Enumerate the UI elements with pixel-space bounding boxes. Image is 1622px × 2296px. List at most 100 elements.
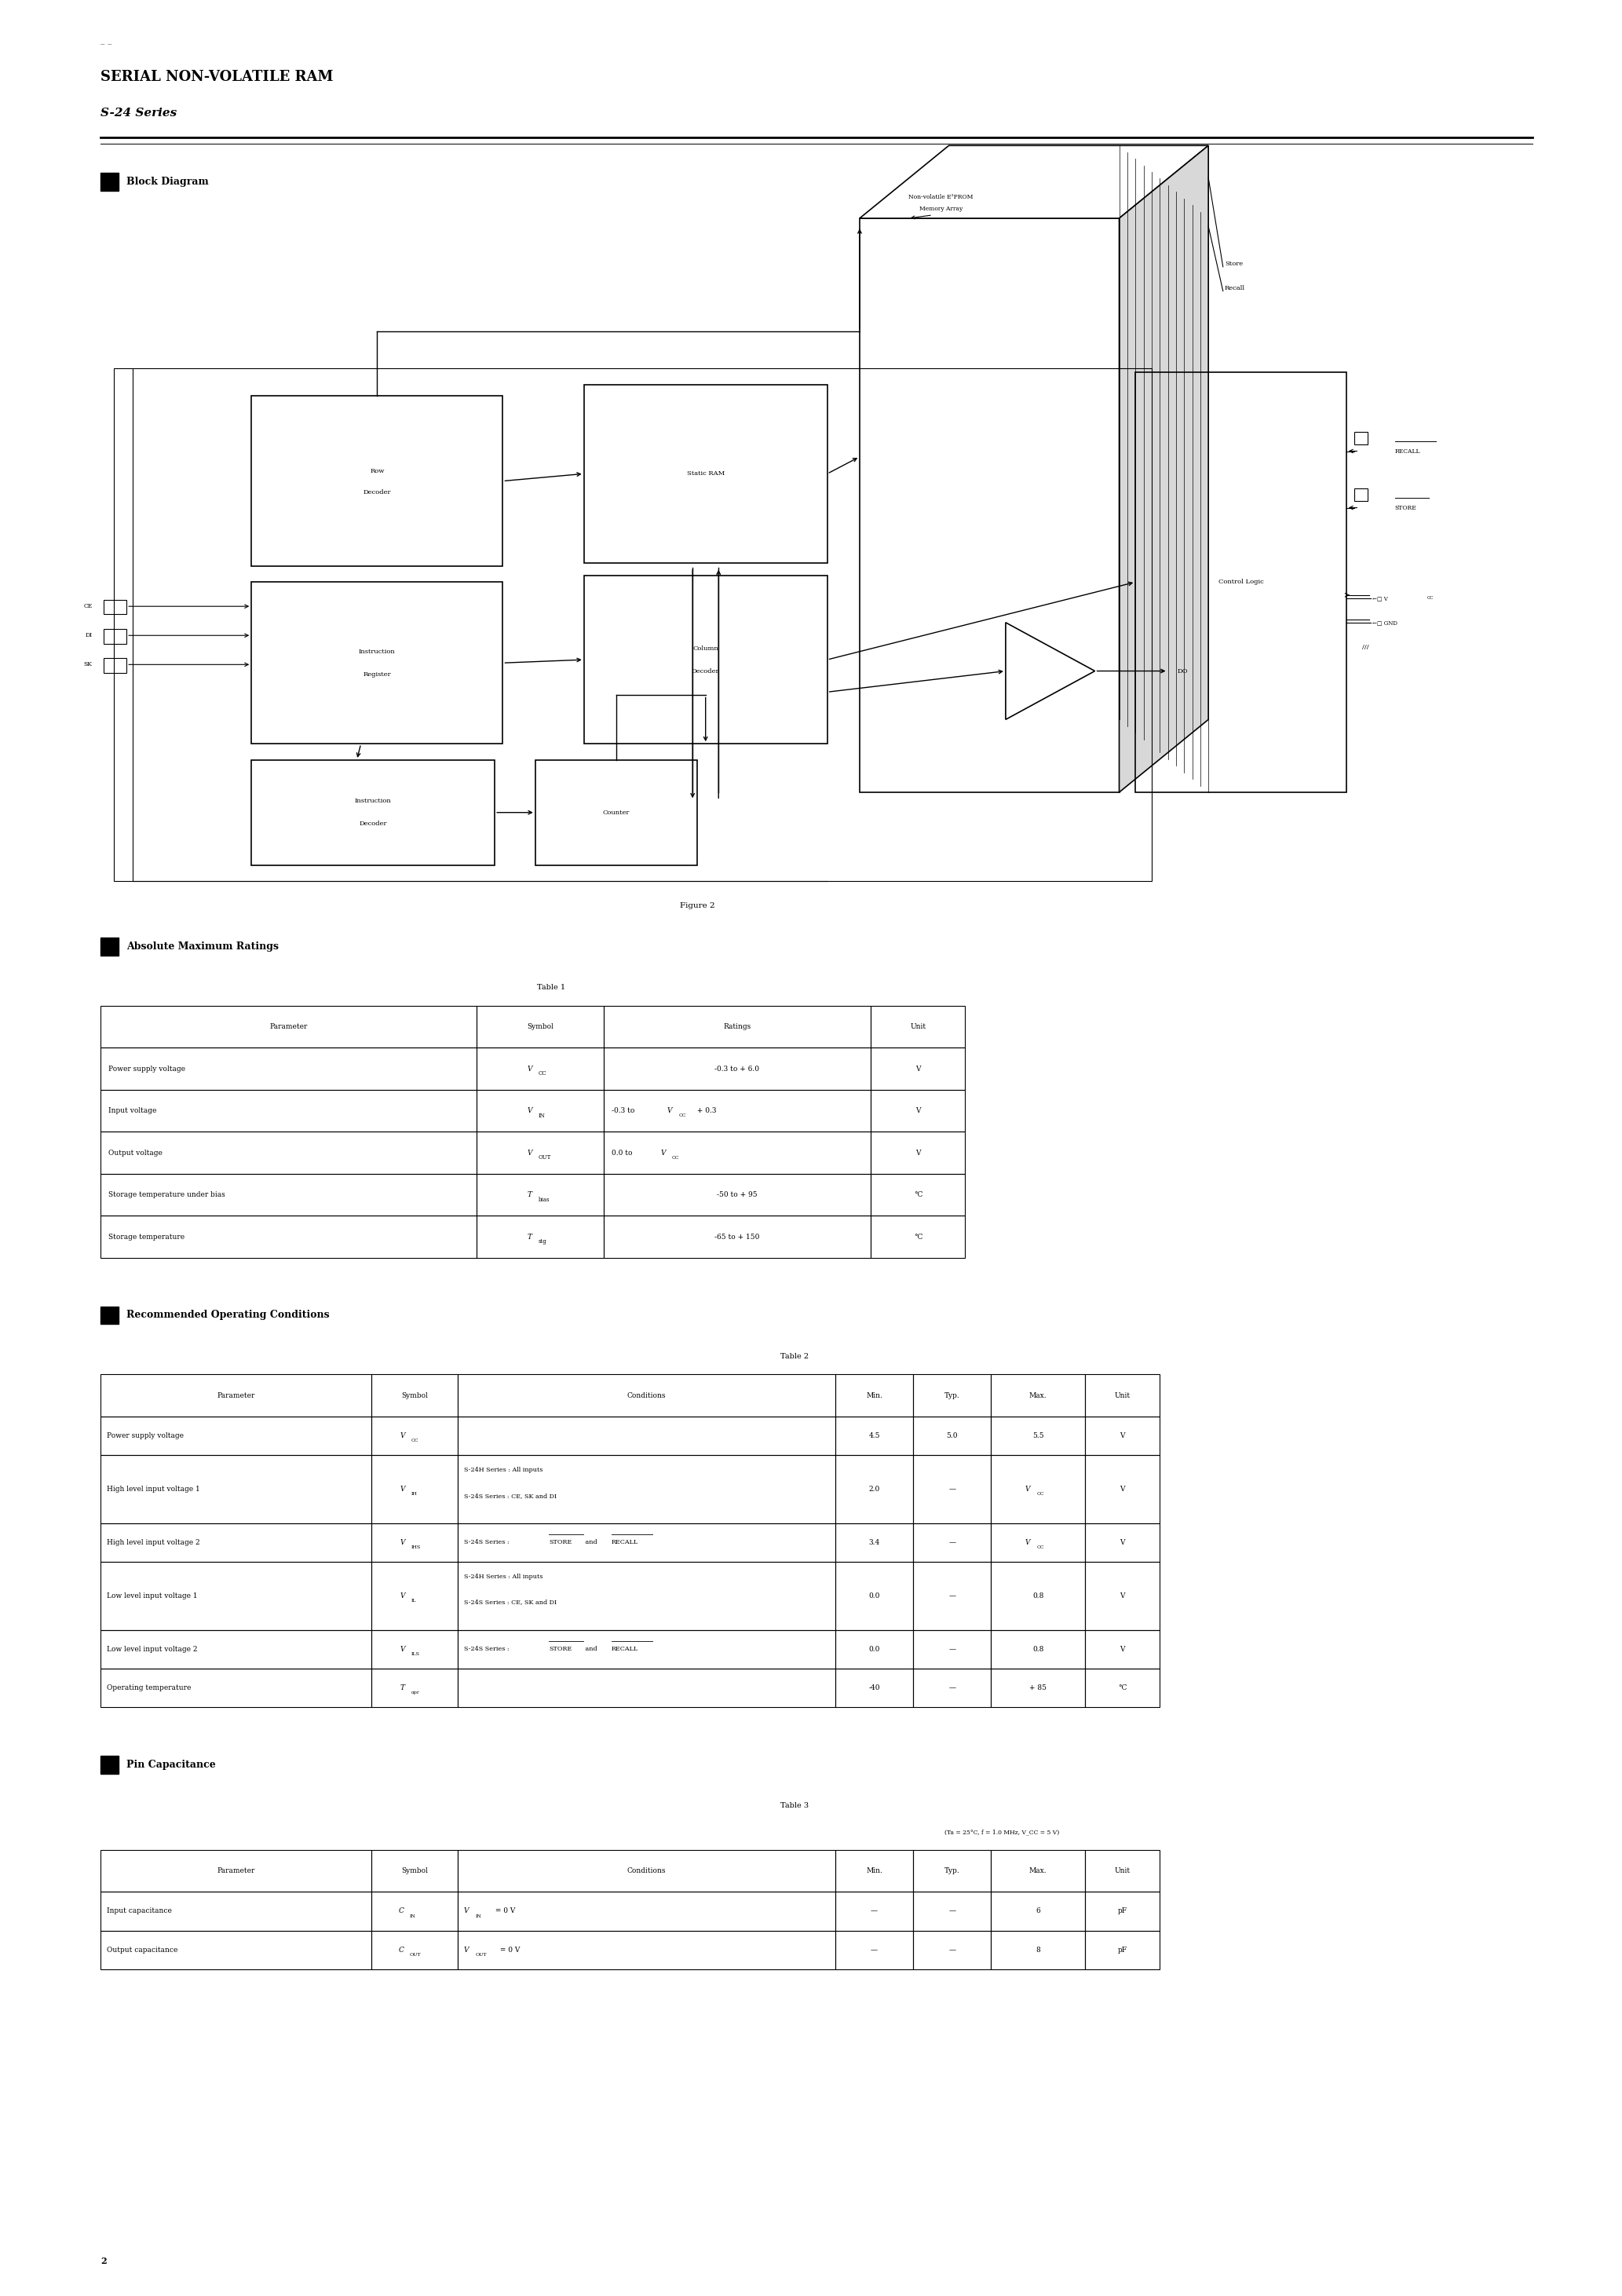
Text: Figure 2: Figure 2 <box>680 902 715 909</box>
Bar <box>101 1132 477 1173</box>
Text: OUT: OUT <box>409 1954 422 1956</box>
Text: STORE: STORE <box>548 1538 573 1545</box>
Text: and: and <box>584 1646 599 1653</box>
Bar <box>477 1217 603 1258</box>
Text: Max.: Max. <box>1030 1867 1046 1874</box>
Text: Decoder: Decoder <box>358 820 388 827</box>
Text: and: and <box>584 1538 599 1545</box>
Bar <box>101 1892 371 1931</box>
Bar <box>603 1006 871 1047</box>
Bar <box>913 1522 991 1561</box>
Text: OUT: OUT <box>475 1954 487 1956</box>
Text: Row: Row <box>370 468 384 475</box>
Bar <box>835 1456 913 1522</box>
Bar <box>913 1375 991 1417</box>
Bar <box>457 1931 835 1970</box>
Bar <box>101 1006 477 1047</box>
Bar <box>371 1669 457 1708</box>
Text: STORE: STORE <box>1395 505 1416 510</box>
Text: = 0 V: = 0 V <box>498 1947 521 1954</box>
Bar <box>913 1669 991 1708</box>
Text: IN: IN <box>409 1915 415 1917</box>
Text: Conditions: Conditions <box>628 1867 665 1874</box>
Bar <box>101 1630 371 1669</box>
Text: S-24S Series :: S-24S Series : <box>464 1646 511 1653</box>
Text: Input voltage: Input voltage <box>109 1107 157 1114</box>
Text: Typ.: Typ. <box>944 1867 960 1874</box>
Text: -40: -40 <box>868 1685 881 1692</box>
Bar <box>1085 1522 1160 1561</box>
Bar <box>457 1892 835 1931</box>
Text: Static RAM: Static RAM <box>686 471 725 478</box>
Text: Table 2: Table 2 <box>780 1352 809 1359</box>
Text: S-24S Series : CE, SK and DI: S-24S Series : CE, SK and DI <box>464 1492 556 1499</box>
Text: Power supply voltage: Power supply voltage <box>109 1065 185 1072</box>
Bar <box>371 1892 457 1931</box>
Text: Recommended Operating Conditions: Recommended Operating Conditions <box>127 1311 329 1320</box>
Text: CC: CC <box>1036 1492 1045 1497</box>
Text: Unit: Unit <box>910 1024 926 1031</box>
Bar <box>101 1561 371 1630</box>
Bar <box>913 1851 991 1892</box>
Bar <box>1085 1456 1160 1522</box>
Text: CE: CE <box>84 604 92 608</box>
Bar <box>835 1630 913 1669</box>
Text: DO: DO <box>1178 668 1189 675</box>
Bar <box>991 1417 1085 1456</box>
Text: RECALL: RECALL <box>611 1646 639 1653</box>
Bar <box>835 1375 913 1417</box>
Bar <box>101 1931 371 1970</box>
Text: Control Logic: Control Logic <box>1218 579 1264 585</box>
Text: Output capacitance: Output capacitance <box>107 1947 178 1954</box>
Bar <box>101 172 118 191</box>
Text: V: V <box>660 1150 665 1157</box>
Text: IN: IN <box>539 1114 545 1118</box>
Bar <box>101 1173 477 1217</box>
Text: Max.: Max. <box>1030 1391 1046 1398</box>
Bar <box>371 1522 457 1561</box>
Text: V: V <box>1119 1538 1126 1545</box>
Bar <box>101 1375 371 1417</box>
Bar <box>584 386 827 563</box>
Text: —: — <box>949 1908 955 1915</box>
Text: Unit: Unit <box>1114 1867 1131 1874</box>
Bar <box>101 1669 371 1708</box>
Text: Low level input voltage 2: Low level input voltage 2 <box>107 1646 198 1653</box>
Text: V: V <box>399 1433 406 1440</box>
Bar <box>251 397 503 565</box>
Bar <box>1354 432 1367 445</box>
Bar <box>477 1006 603 1047</box>
Bar <box>913 1417 991 1456</box>
Text: V: V <box>1119 1593 1126 1600</box>
Bar <box>871 1217 965 1258</box>
Bar <box>457 1522 835 1561</box>
Bar <box>457 1417 835 1456</box>
Text: V: V <box>399 1538 406 1545</box>
Bar <box>871 1047 965 1091</box>
Text: Low level input voltage 1: Low level input voltage 1 <box>107 1593 198 1600</box>
Bar <box>1085 1669 1160 1708</box>
Bar <box>477 1091 603 1132</box>
Text: T: T <box>527 1192 532 1199</box>
Bar <box>101 1851 371 1892</box>
Text: Operating temperature: Operating temperature <box>107 1685 191 1692</box>
Text: S-24 Series: S-24 Series <box>101 108 177 119</box>
Text: 6: 6 <box>1036 1908 1040 1915</box>
Bar <box>991 1375 1085 1417</box>
Text: T: T <box>399 1685 404 1692</box>
Bar <box>457 1630 835 1669</box>
Text: OUT: OUT <box>539 1155 551 1162</box>
Bar <box>871 1091 965 1132</box>
Text: T: T <box>527 1233 532 1240</box>
Text: Memory Array: Memory Array <box>920 204 962 211</box>
Text: Input capacitance: Input capacitance <box>107 1908 172 1915</box>
Text: Column: Column <box>693 645 719 652</box>
Text: CC: CC <box>678 1114 686 1118</box>
Text: 0.0: 0.0 <box>869 1646 879 1653</box>
Text: S-24S Series : CE, SK and DI: S-24S Series : CE, SK and DI <box>464 1600 556 1605</box>
Text: Parameter: Parameter <box>269 1024 308 1031</box>
Text: V: V <box>527 1065 532 1072</box>
Text: °C: °C <box>1118 1685 1127 1692</box>
Text: 0.8: 0.8 <box>1033 1646 1043 1653</box>
Text: Table 1: Table 1 <box>537 985 566 992</box>
